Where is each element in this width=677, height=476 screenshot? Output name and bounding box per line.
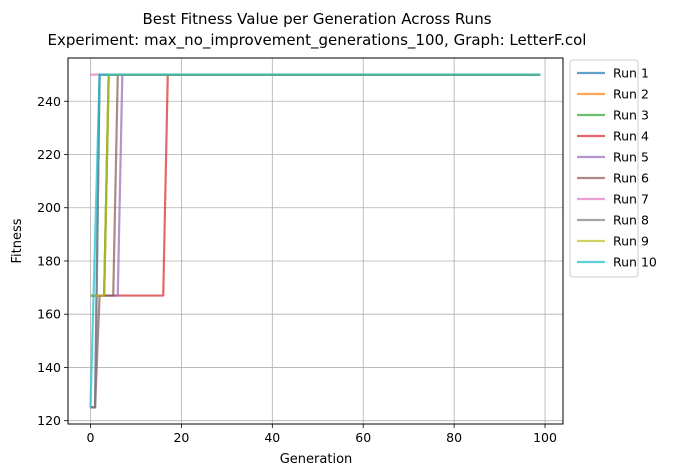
y-tick-label: 200: [37, 200, 61, 215]
legend-label-run-3: Run 3: [613, 108, 649, 123]
legend-label-run-7: Run 7: [613, 192, 649, 207]
legend-label-run-5: Run 5: [613, 150, 649, 165]
grid-lines: [68, 58, 563, 424]
y-tick-label: 240: [37, 94, 61, 109]
x-tick-label: 60: [355, 430, 371, 445]
legend-label-run-9: Run 9: [613, 234, 649, 249]
y-axis-label: Fitness: [10, 218, 25, 263]
legend-label-run-8: Run 8: [613, 213, 649, 228]
plot-frame: [67, 57, 564, 425]
legend-label-run-1: Run 1: [613, 66, 649, 81]
y-tick-label: 160: [37, 307, 61, 322]
chart-title: Best Fitness Value per Generation Across…: [142, 10, 491, 28]
x-tick-label: 80: [446, 430, 462, 445]
y-axis-ticks: 120 140 160 180 200 220 240: [37, 94, 68, 428]
x-tick-label: 20: [173, 430, 189, 445]
chart-subtitle: Experiment: max_no_improvement_generatio…: [48, 31, 587, 50]
y-tick-label: 220: [37, 147, 61, 162]
series-layer: [89, 73, 541, 409]
legend-label-run-10: Run 10: [613, 255, 657, 270]
legend-label-run-6: Run 6: [613, 171, 649, 186]
series-line-run-10: [89, 73, 541, 408]
x-axis-label: Generation: [280, 452, 353, 467]
x-tick-label: 0: [87, 430, 95, 445]
y-tick-label: 180: [37, 253, 61, 268]
legend-label-run-4: Run 4: [613, 129, 649, 144]
legend-label-run-2: Run 2: [613, 87, 649, 102]
x-tick-label: 40: [264, 430, 280, 445]
x-axis-ticks: 0 20 40 60 80 100: [87, 424, 557, 445]
legend: Run 1 Run 2 Run 3 Run 4 Run 5 Run 6 Run 7 Run 8…: [569, 59, 657, 278]
y-tick-label: 140: [37, 360, 61, 375]
y-tick-label: 120: [37, 413, 61, 428]
x-tick-label: 100: [533, 430, 557, 445]
plot-background: [68, 58, 563, 424]
